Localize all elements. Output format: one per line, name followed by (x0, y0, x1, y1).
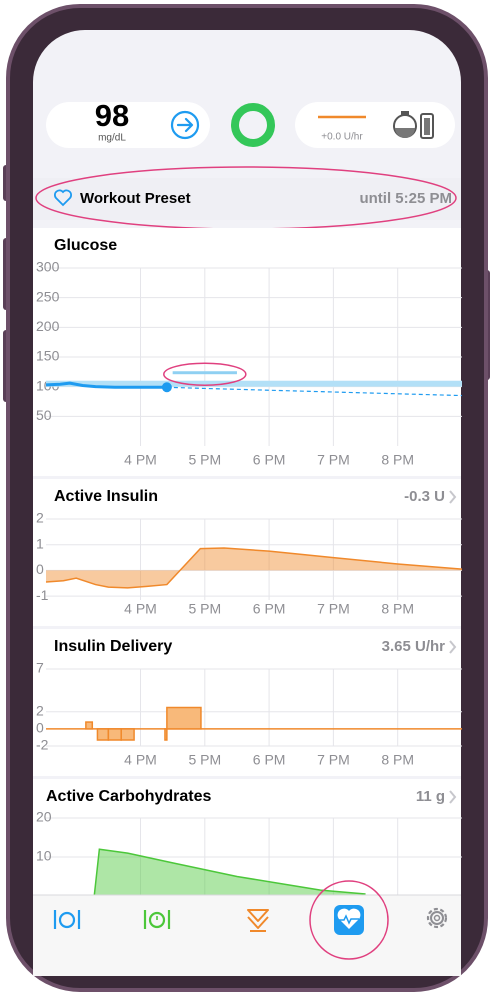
x-tick-label: 5 PM (188, 452, 221, 468)
chart-card (33, 228, 461, 476)
delivery-bar (164, 728, 168, 741)
x-tick-label: 5 PM (188, 601, 221, 617)
y-tick-label: 0 (36, 561, 44, 577)
highlight-ellipse (163, 362, 247, 386)
preset-heart-icon (54, 189, 72, 207)
x-tick-label: 7 PM (317, 452, 350, 468)
y-tick-label: 7 (36, 660, 44, 676)
x-tick-label: 6 PM (253, 601, 286, 617)
y-tick-label: 200 (36, 318, 60, 334)
pump-pill[interactable] (295, 102, 455, 148)
area-fill (46, 548, 462, 588)
battery-icon (420, 113, 434, 139)
meal-history-tab[interactable] (143, 910, 171, 929)
glucose-line (45, 381, 167, 389)
x-tick-label: 8 PM (381, 452, 414, 468)
x-tick-label: 4 PM (124, 752, 157, 768)
y-tick-label: 2 (36, 702, 44, 718)
charts: Glucose501001502002503004 PM5 PM6 PM7 PM… (33, 228, 463, 897)
preset-until: until 5:25 PM (359, 190, 452, 207)
x-tick-label: 5 PM (188, 752, 221, 768)
y-tick-label: 1 (36, 535, 44, 551)
y-tick-label: 2 (36, 510, 44, 526)
chart-title: Insulin Delivery (54, 638, 172, 655)
trend-arrow-icon (176, 117, 194, 133)
preset-tab[interactable] (334, 905, 364, 935)
x-tick-label: 7 PM (317, 601, 350, 617)
tab-bar-bg (33, 895, 461, 976)
y-tick-label: 0 (36, 720, 44, 736)
chart-card (33, 779, 461, 896)
basal-rate: +0.0 U/hr (321, 132, 363, 143)
chart-title: Active Carbohydrates (46, 788, 211, 805)
highlight-circle (309, 880, 389, 960)
x-tick-label: 8 PM (381, 601, 414, 617)
glucose-unit: mg/dL (98, 133, 126, 144)
chevron (449, 640, 457, 654)
settings-tab[interactable] (426, 907, 448, 929)
loop-status-ring[interactable] (231, 103, 275, 147)
chevron (449, 790, 457, 804)
y-tick-label: 250 (36, 288, 60, 304)
y-tick-label: -2 (36, 737, 49, 753)
glucose-line (166, 386, 463, 397)
glucose-pill[interactable] (46, 102, 210, 148)
preset-row[interactable] (33, 178, 461, 220)
chevron (449, 490, 457, 504)
chart-summary: 11 g (416, 788, 445, 805)
chart-card (33, 479, 461, 626)
area-line (93, 848, 366, 897)
y-tick-label: 20 (36, 809, 52, 825)
preset-name: Workout Preset (80, 190, 191, 207)
battery-fill (424, 118, 430, 135)
glucose-value: 98 (95, 98, 129, 133)
x-tick-label: 6 PM (253, 752, 286, 768)
y-tick-label: 300 (36, 259, 60, 275)
delivery-bar (85, 721, 94, 730)
x-tick-label: 6 PM (253, 452, 286, 468)
delivery-bar (166, 706, 202, 730)
reservoir-fill (395, 128, 415, 138)
y-tick-label: 150 (36, 348, 60, 364)
y-tick-label: 10 (36, 848, 52, 864)
y-tick-label: 50 (36, 407, 52, 423)
x-tick-label: 4 PM (124, 452, 157, 468)
target-range (46, 380, 462, 387)
chart-summary: -0.3 U (404, 488, 445, 505)
x-tick-label: 8 PM (381, 752, 414, 768)
x-tick-label: 7 PM (317, 752, 350, 768)
area-line (45, 547, 463, 589)
x-tick-label: 4 PM (124, 601, 157, 617)
chart-card (33, 629, 461, 776)
reservoir-cap (401, 111, 409, 115)
override-range (172, 371, 237, 375)
delivery-bar (120, 728, 135, 741)
trend-arrow (170, 110, 200, 140)
chart-title: Glucose (54, 237, 117, 254)
y-tick-label: -1 (36, 587, 49, 603)
delivery-bar (107, 728, 122, 741)
carb-entry-tab[interactable] (53, 910, 81, 929)
chart-summary: 3.65 U/hr (382, 638, 446, 655)
bolus-tab[interactable] (247, 909, 269, 932)
chart-title: Active Insulin (54, 488, 158, 505)
delivery-bar (96, 728, 110, 741)
